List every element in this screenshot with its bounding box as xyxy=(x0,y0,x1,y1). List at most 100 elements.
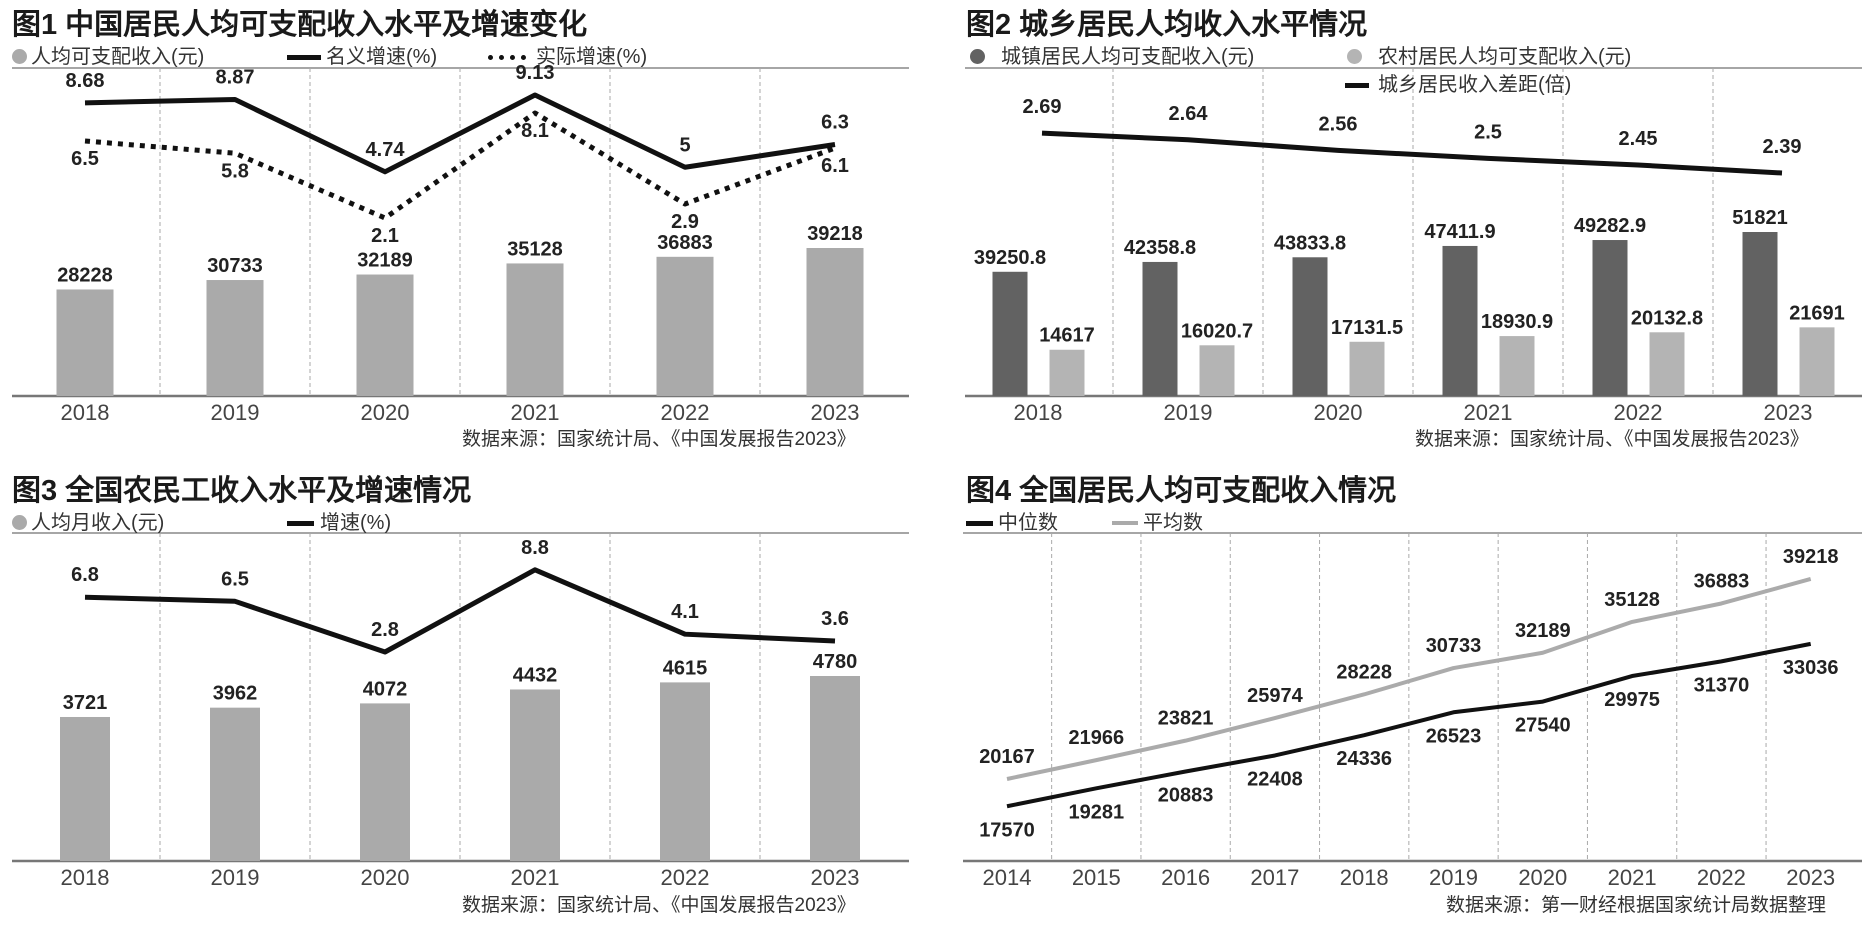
chart2-bar xyxy=(1442,245,1478,396)
chart3-x-tick-label: 2023 xyxy=(811,865,860,890)
chart3-point-label: 4.1 xyxy=(671,601,699,623)
chart4-point-label: 27540 xyxy=(1515,715,1571,737)
chart4-point-label: 30733 xyxy=(1426,635,1482,657)
chart2-bar-label: 16020.7 xyxy=(1181,320,1253,342)
chart1-legend-real: 实际增速(%) xyxy=(536,46,648,68)
chart1-bar-label: 35128 xyxy=(507,238,563,260)
chart4-x-tick-label: 2014 xyxy=(983,865,1032,890)
chart1-point-label: 6.5 xyxy=(71,148,99,170)
chart3-bar xyxy=(510,689,560,861)
chart3-bar-label: 4615 xyxy=(663,657,708,679)
chart2-bar-label: 18930.9 xyxy=(1481,311,1553,333)
chart3-x-tick-label: 2018 xyxy=(61,865,110,890)
chart3-point-label: 3.6 xyxy=(821,608,849,630)
chart2-x-tick-label: 2022 xyxy=(1614,400,1663,425)
chart1-x-tick-label: 2021 xyxy=(511,400,560,425)
chart1-source: 数据来源：国家统计局、《中国发展报告2023》 xyxy=(462,429,856,450)
chart1-x-tick-label: 2019 xyxy=(211,400,260,425)
chart2-x-tick-label: 2019 xyxy=(1164,400,1213,425)
chart2-bar xyxy=(1199,345,1235,396)
chart2-point-label: 2.64 xyxy=(1169,103,1209,125)
chart2-bar xyxy=(992,271,1028,396)
chart1-point-label: 8.87 xyxy=(216,67,255,89)
chart3-legend-line-swatch xyxy=(287,521,314,526)
chart2-bar xyxy=(1499,336,1535,396)
chart4-x-tick-label: 2020 xyxy=(1518,865,1567,890)
chart4-point-label: 36883 xyxy=(1694,570,1750,592)
chart2-bar xyxy=(1142,261,1178,396)
chart1-bar-label: 28228 xyxy=(57,264,113,286)
chart4-line-1 xyxy=(1006,577,1812,781)
chart1-bar-label: 36883 xyxy=(657,232,713,254)
chart4-point-label: 24336 xyxy=(1336,748,1392,770)
chart3-bar xyxy=(210,707,260,861)
chart4-x-tick-label: 2018 xyxy=(1340,865,1389,890)
chart2-bar xyxy=(1649,332,1685,396)
chart2-bar-label: 20132.8 xyxy=(1631,307,1703,329)
chart2-bar-label: 49282.9 xyxy=(1574,215,1646,237)
chart4-x-tick-label: 2017 xyxy=(1250,865,1299,890)
chart4-point-label: 29975 xyxy=(1604,689,1660,711)
chart4-point-label: 28228 xyxy=(1336,661,1392,683)
chart4-legend-median: 中位数 xyxy=(998,512,1058,534)
chart3-bar-label: 4432 xyxy=(513,664,558,686)
chart2-bar xyxy=(1292,257,1328,396)
chart2-legend-gap: 城乡居民收入差距(倍) xyxy=(1378,74,1572,96)
chart4-point-label: 35128 xyxy=(1604,589,1660,611)
chart3-bar xyxy=(60,716,110,861)
chart1-legend-dotted-swatch xyxy=(488,55,526,60)
chart4-point-label: 39218 xyxy=(1783,546,1839,568)
chart3-x-tick-label: 2022 xyxy=(661,865,710,890)
chart1-legend-solid-swatch xyxy=(287,55,321,60)
chart1-bar xyxy=(806,248,864,396)
chart4-x-tick-label: 2021 xyxy=(1608,865,1657,890)
chart3-x-tick-label: 2021 xyxy=(511,865,560,890)
chart1-point-label: 5 xyxy=(679,134,690,156)
chart4-point-label: 17570 xyxy=(979,819,1035,841)
chart2-bar-label: 14617 xyxy=(1039,325,1095,347)
chart2-legend-urban: 城镇居民人均可支配收入(元) xyxy=(1001,46,1255,68)
chart3-point-label: 2.8 xyxy=(371,619,399,641)
chart2-bar-label: 42358.8 xyxy=(1124,237,1196,259)
chart3-bar xyxy=(360,703,410,861)
chart1-point-label: 8.68 xyxy=(66,70,105,92)
chart2-legend-rural-swatch xyxy=(1347,49,1362,64)
chart4-point-label: 32189 xyxy=(1515,620,1571,642)
chart4-point-label: 20883 xyxy=(1158,784,1214,806)
chart4-source: 数据来源：第一财经根据国家统计局数据整理 xyxy=(1446,895,1827,916)
chart2-bar-label: 47411.9 xyxy=(1424,221,1495,243)
chart3-legend-growth: 增速(%) xyxy=(320,512,392,534)
chart2-legend-urban-swatch xyxy=(970,49,985,64)
chart1-point-label: 8.1 xyxy=(521,120,549,142)
chart1-bar xyxy=(206,280,264,396)
chart1-x-tick-label: 2018 xyxy=(61,400,110,425)
chart4-point-label: 22408 xyxy=(1247,768,1303,790)
chart4-x-tick-label: 2023 xyxy=(1786,865,1835,890)
chart3-point-label: 6.5 xyxy=(221,568,249,590)
chart3-source: 数据来源：国家统计局、《中国发展报告2023》 xyxy=(462,895,856,916)
chart2-bar-label: 39250.8 xyxy=(974,247,1046,269)
chart2-bar-label: 51821 xyxy=(1732,207,1788,229)
chart3-point-label: 8.8 xyxy=(521,537,549,559)
chart2-x-tick-label: 2018 xyxy=(1014,400,1063,425)
chart1-x-tick-label: 2022 xyxy=(661,400,710,425)
chart4-legend-mean-swatch xyxy=(1112,521,1138,525)
chart3-bar-label: 3721 xyxy=(63,692,108,714)
chart2-point-label: 2.39 xyxy=(1763,136,1802,158)
chart3-bar xyxy=(660,682,710,861)
chart3-legend-bar-swatch xyxy=(12,515,27,530)
chart4-x-tick-label: 2016 xyxy=(1161,865,1210,890)
chart2-point-label: 2.5 xyxy=(1474,121,1502,143)
chart4-point-label: 25974 xyxy=(1247,685,1303,707)
chart2-legend-rural: 农村居民人均可支配收入(元) xyxy=(1378,46,1632,68)
chart1-legend-bar-swatch xyxy=(12,49,27,64)
chart1-bar xyxy=(356,274,414,396)
chart1-point-label: 6.3 xyxy=(821,112,849,134)
chart4-x-tick-label: 2022 xyxy=(1697,865,1746,890)
chart2-bar xyxy=(1049,349,1085,396)
chart4-title: 图4 全国居民人均可支配收入情况 xyxy=(966,475,1397,507)
chart3-bar-label: 3962 xyxy=(213,683,258,705)
chart3-line-1 xyxy=(84,567,836,655)
chart4-x-tick-label: 2015 xyxy=(1072,865,1121,890)
